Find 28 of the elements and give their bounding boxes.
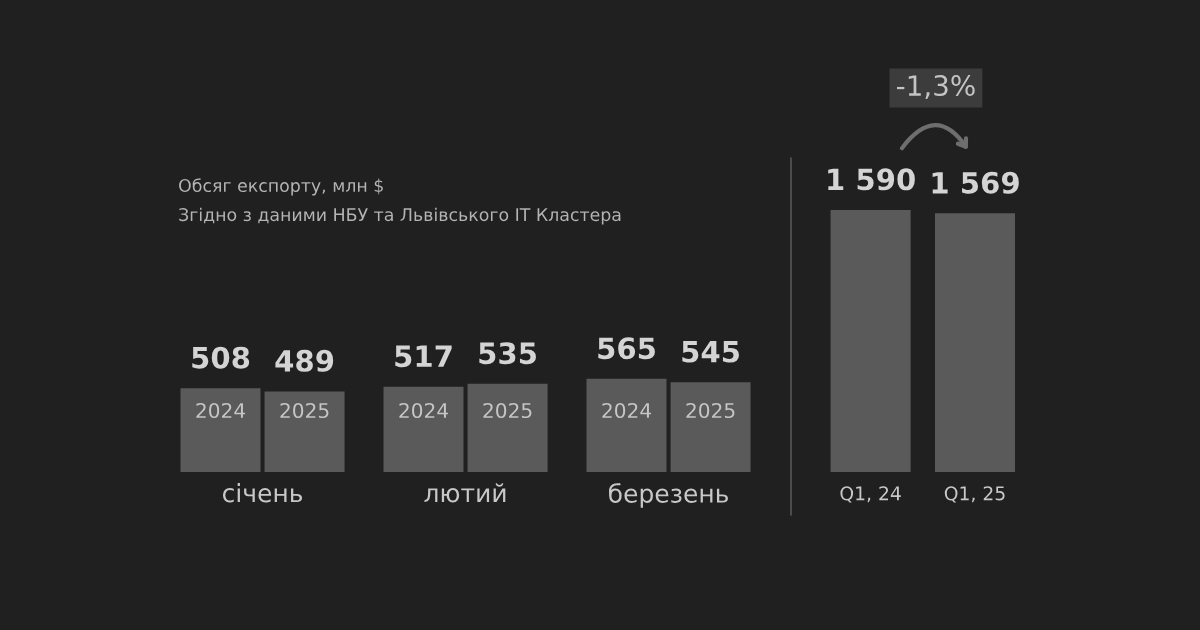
text: 2025: [686, 402, 735, 419]
data-label: 565: [598, 337, 655, 360]
bar: [264, 391, 345, 472]
x-tick-label: Q1, 24: [840, 486, 901, 503]
text: 2025: [483, 402, 532, 419]
x-tick-label: Q1, 25: [944, 486, 1005, 503]
x-tick-label: лютий: [424, 483, 506, 503]
text: 2024: [602, 402, 652, 419]
data-label: 545: [682, 340, 739, 363]
text: 2024: [399, 402, 449, 419]
bar: [670, 382, 751, 472]
data-label: 517: [395, 345, 452, 368]
data-label: 508: [192, 346, 250, 369]
chart-title: Обсяг експорту, млн $: [179, 178, 383, 196]
bar: [467, 383, 548, 472]
text: -1,3%: [897, 75, 975, 99]
data-label: 1 590: [828, 168, 915, 191]
data-label: 1 569: [932, 171, 1019, 194]
bar: [180, 388, 261, 472]
series-label: 2024: [196, 402, 246, 419]
data-label: 489: [275, 349, 334, 372]
chart-subtitle: Згідно з даними НБУ та Львівського ІТ Кластера: [179, 207, 621, 225]
x-tick-label: березень: [609, 483, 728, 508]
x-tick-label: січень: [222, 483, 303, 503]
data-label: 535: [479, 342, 536, 365]
series-label: 2025: [280, 402, 329, 419]
bar: [383, 386, 464, 472]
bar: [586, 378, 667, 472]
